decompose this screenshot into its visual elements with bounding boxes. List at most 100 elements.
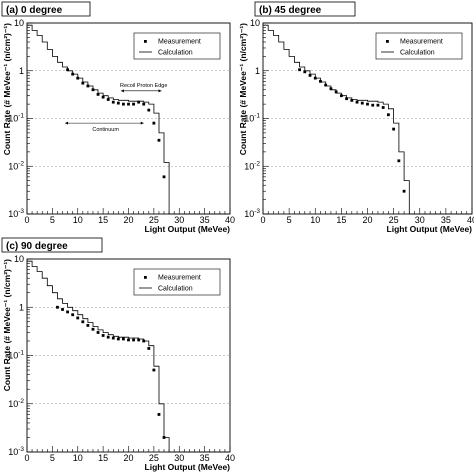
x-axis-label: Light Output (MeVee): [145, 224, 231, 234]
x-tick-label: 0: [24, 453, 29, 463]
measurement-point: [152, 121, 156, 125]
x-axis-label: Light Output (MeVee): [145, 462, 231, 472]
y-tick-label: 1: [255, 66, 260, 76]
panel-title-box: [1, 237, 103, 253]
measurement-point: [111, 336, 115, 340]
chart-panel-1: 0 5 10 15 20 25 30 35 40 10-3 10-2 10-1 1 10 Light Out…: [1, 1, 235, 234]
legend-measurement-marker: [144, 40, 147, 43]
y-tick-label: 10-3: [8, 208, 24, 219]
recoil-edge-arrowhead: [158, 89, 162, 93]
measurement-point: [355, 100, 359, 104]
measurement-point: [152, 368, 156, 372]
measurement-point: [157, 138, 161, 142]
measurement-point: [147, 347, 151, 350]
measurement-point: [122, 102, 125, 106]
panel-title: (a) 0 degree: [6, 5, 63, 16]
x-tick-label: 30: [174, 215, 184, 225]
measurement-point: [376, 103, 380, 107]
legend-box: [375, 32, 463, 60]
panel-title: (b) 45 degree: [259, 5, 322, 16]
measurement-point: [86, 324, 90, 327]
y-tick-label: 1: [19, 66, 24, 76]
measurement-point: [106, 335, 110, 339]
x-tick-label: 5: [50, 215, 55, 225]
measurement-point: [397, 159, 401, 163]
x-tick-label: 30: [415, 215, 425, 225]
measurement-point: [76, 316, 80, 320]
measurement-point: [360, 101, 364, 105]
y-tick-label: 10-2: [8, 160, 24, 171]
x-tick-label: 15: [336, 215, 346, 225]
measurement-point: [66, 310, 69, 314]
measurement-point: [350, 98, 354, 102]
measurement-point: [106, 98, 110, 101]
measurement-point: [71, 313, 75, 317]
legend-calculation-label: Calculation: [158, 286, 193, 293]
measurement-point: [56, 305, 59, 309]
x-tick-label: 10: [73, 215, 83, 225]
measurement-point: [61, 308, 64, 311]
chart-panel-3: 0 5 10 15 20 25 30 35 40 10-3 10-2 10-1 1 10 Light Out…: [1, 237, 235, 472]
legend-measurement-marker: [144, 276, 147, 279]
measurement-point: [387, 113, 390, 117]
x-tick-label: 10: [73, 453, 83, 463]
y-tick-label: 10: [14, 254, 24, 264]
y-axis-label: Count Rate (# MeVee⁻¹ (n/cm²)⁻¹): [2, 259, 12, 391]
measurement-point: [127, 338, 130, 342]
measurement-point: [298, 68, 301, 72]
measurement-point: [308, 73, 312, 77]
y-tick-label: 10-1: [8, 350, 24, 361]
measurement-point: [162, 175, 166, 179]
measurement-point: [116, 101, 120, 105]
measurement-point: [366, 102, 369, 106]
measurement-point: [111, 100, 115, 104]
x-tick-label: 5: [50, 453, 55, 463]
measurement-point: [157, 413, 161, 416]
panel-title-box: [1, 1, 91, 17]
legend-measurement-marker: [386, 40, 389, 43]
recoil-proton-edge-label: Recoil Proton Edge: [120, 83, 167, 89]
x-tick-label: 15: [98, 453, 108, 463]
y-tick-label: 10-2: [244, 160, 260, 171]
x-tick-label: 5: [287, 215, 292, 225]
measurement-point: [127, 102, 130, 106]
x-tick-label: 35: [200, 453, 210, 463]
measurement-point: [371, 103, 375, 107]
x-tick-label: 40: [467, 215, 474, 225]
legend-measurement-label: Measurement: [158, 275, 201, 282]
x-tick-label: 30: [174, 453, 184, 463]
y-tick-label: 10-2: [8, 398, 24, 409]
measurement-point: [116, 337, 120, 341]
y-axis-label: Count Rate (# MeVee⁻¹ (n/cm²)⁻¹): [2, 23, 12, 155]
x-tick-label: 0: [260, 215, 265, 225]
measurement-point: [122, 337, 125, 341]
legend-calculation-label: Calculation: [400, 50, 435, 57]
panel-title-box: [254, 1, 356, 17]
continuum-arrowhead: [140, 121, 144, 125]
y-axis-label: Count Rate (# MeVee⁻¹ (n/cm²)⁻¹): [238, 23, 248, 155]
x-tick-label: 25: [389, 215, 399, 225]
measurement-point: [392, 127, 396, 131]
x-tick-label: 10: [310, 215, 320, 225]
legend-measurement-label: Measurement: [400, 39, 443, 46]
y-tick-label: 10-3: [8, 446, 24, 457]
continuum-label: Continuum: [92, 127, 119, 133]
x-tick-label: 35: [200, 215, 210, 225]
measurement-point: [147, 108, 151, 112]
y-tick-label: 10-1: [244, 113, 260, 124]
x-tick-label: 20: [362, 215, 372, 225]
x-tick-label: 20: [123, 215, 133, 225]
continuum-arrowhead: [65, 121, 69, 125]
measurement-point: [132, 102, 135, 106]
y-tick-label: 10: [250, 18, 260, 28]
legend-calculation-label: Calculation: [158, 50, 193, 57]
measurement-point: [81, 81, 85, 85]
x-tick-label: 25: [149, 453, 159, 463]
measurement-point: [381, 106, 385, 109]
recoil-edge-arrowhead: [120, 89, 124, 93]
measurement-point: [303, 70, 307, 74]
measurement-point: [137, 100, 141, 104]
measurement-point: [142, 102, 146, 106]
x-tick-label: 40: [225, 453, 235, 463]
x-tick-label: 35: [441, 215, 451, 225]
